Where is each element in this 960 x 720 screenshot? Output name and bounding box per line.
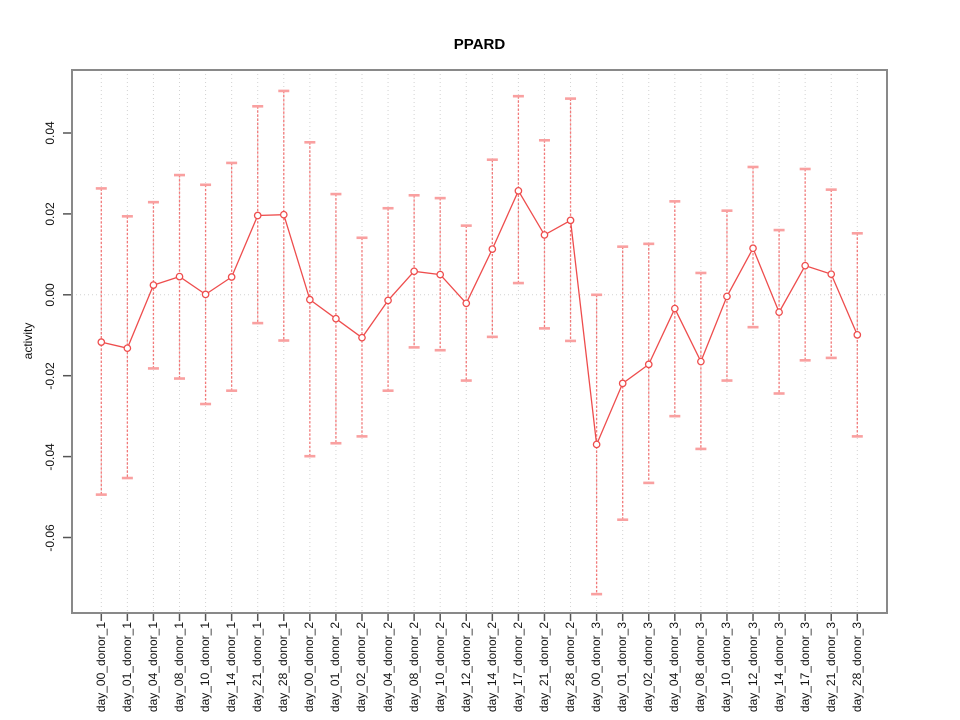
data-point	[827, 270, 836, 279]
data-point	[853, 330, 862, 339]
x-tick-label: day_28_donor_1	[276, 622, 291, 713]
chart-title: PPARD	[453, 36, 506, 53]
y-tick-label: -0.02	[43, 362, 57, 390]
data-point	[514, 186, 523, 195]
data-point	[436, 270, 445, 279]
x-tick-label: day_08_donor_1	[172, 622, 186, 713]
x-tick-label: day_01_donor_1	[119, 622, 134, 713]
x-tick-label: day_17_donor_3	[797, 622, 812, 713]
data-point	[723, 292, 731, 301]
data-point	[697, 357, 705, 366]
x-tick-label: day_00_donor_2	[302, 622, 317, 713]
series-line	[101, 189, 858, 447]
y-tick-label: -0.04	[43, 442, 57, 471]
data-point	[332, 314, 340, 323]
x-tick-label: day_10_donor_2	[432, 622, 447, 713]
y-tick-label: 0.02	[43, 202, 57, 226]
x-tick-label: day_04_donor_3	[667, 622, 682, 713]
data-point	[384, 296, 392, 305]
data-point	[566, 216, 575, 225]
data-point	[488, 245, 497, 253]
x-tick-label: day_00_donor_3	[589, 622, 604, 713]
x-tick-label: day_28_donor_3	[849, 622, 864, 713]
data-point	[801, 261, 810, 270]
y-tick-label: -0.06	[43, 523, 57, 552]
data-point	[175, 272, 184, 281]
x-tick-label: day_17_donor_2	[510, 622, 525, 713]
data-point	[462, 299, 471, 308]
y-tick-label: 0.00	[43, 283, 57, 307]
data-point	[149, 281, 158, 289]
data-point	[644, 360, 653, 369]
x-tick-label: day_01_donor_3	[615, 622, 630, 713]
x-tick-label: day_14_donor_1	[224, 622, 239, 713]
data-point	[592, 440, 601, 449]
x-tick-label: day_14_donor_3	[771, 622, 786, 713]
data-point	[749, 244, 757, 253]
data-point	[123, 344, 132, 353]
x-tick-label: day_14_donor_2	[484, 622, 499, 713]
x-tick-label: day_21_donor_3	[823, 622, 838, 713]
x-tick-label: day_04_donor_1	[145, 622, 160, 713]
x-tick-label: day_08_donor_3	[693, 622, 708, 713]
data-point	[97, 338, 106, 346]
x-tick-label: day_01_donor_2	[328, 622, 343, 713]
x-tick-label: day_10_donor_1	[198, 622, 213, 713]
data-point	[670, 304, 679, 313]
x-tick-label: day_28_donor_2	[563, 622, 578, 713]
x-tick-label: day_02_donor_3	[641, 622, 656, 713]
data-point	[279, 210, 288, 219]
x-tick-label: day_21_donor_1	[250, 622, 265, 713]
y-tick-label: 0.04	[43, 121, 57, 145]
x-tick-label: day_10_donor_3	[719, 622, 734, 713]
x-tick-label: day_12_donor_3	[745, 622, 760, 713]
data-point	[775, 308, 783, 317]
data-point	[253, 211, 262, 220]
x-tick-label: day_04_donor_2	[380, 622, 395, 713]
data-point	[410, 267, 418, 276]
x-tick-label: day_02_donor_2	[354, 622, 369, 713]
x-tick-label: day_00_donor_1	[93, 622, 108, 713]
data-point	[540, 231, 549, 239]
x-tick-label: day_08_donor_2	[406, 622, 421, 713]
data-point	[306, 295, 314, 304]
data-point	[201, 290, 210, 299]
data-point	[358, 333, 366, 342]
data-point	[227, 273, 236, 281]
x-tick-label: day_21_donor_2	[536, 622, 551, 713]
data-point	[618, 379, 627, 388]
plot-border	[71, 69, 888, 614]
x-tick-label: day_12_donor_2	[458, 622, 473, 713]
